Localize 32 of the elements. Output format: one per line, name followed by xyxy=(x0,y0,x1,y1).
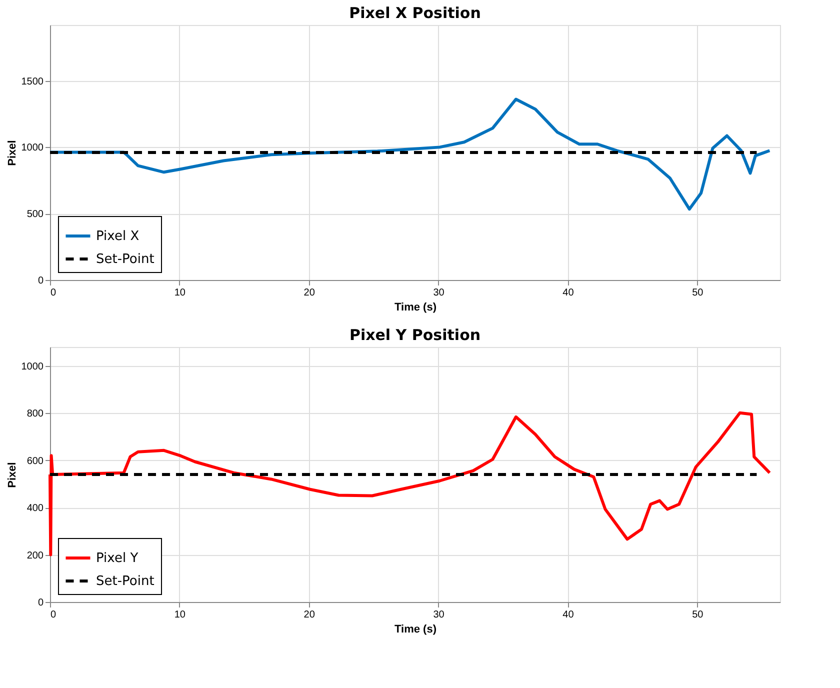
x-tick-label: 0 xyxy=(50,288,56,298)
legend-label: Set-Point xyxy=(96,574,154,589)
x-tick-label: 40 xyxy=(562,610,574,620)
y-tick-label: 1000 xyxy=(21,142,44,154)
y-tick-label: 1000 xyxy=(21,361,44,372)
y-axis-title: Pixel xyxy=(6,140,18,166)
y-axis-title: Pixel xyxy=(6,462,18,488)
y-tick-label: 0 xyxy=(38,598,44,608)
x-tick-label: 20 xyxy=(304,610,316,620)
y-tick-label: 200 xyxy=(26,550,44,562)
y-tick-label: 400 xyxy=(26,503,44,514)
y-tick-label: 600 xyxy=(26,456,44,467)
y-tick-label: 500 xyxy=(26,209,44,220)
x-tick-label: 50 xyxy=(692,610,704,620)
x-axis-title: Time (s) xyxy=(394,624,437,636)
legend-label: Set-Point xyxy=(96,252,154,267)
y-tick-label: 0 xyxy=(38,276,44,286)
chart-title: Pixel X Position xyxy=(349,4,481,22)
y-tick-label: 800 xyxy=(26,408,44,420)
x-tick-label: 20 xyxy=(304,288,316,298)
chart-title: Pixel Y Position xyxy=(349,326,481,344)
x-tick-label: 30 xyxy=(433,288,445,298)
x-axis-title: Time (s) xyxy=(394,302,437,314)
x-tick-label: 10 xyxy=(174,288,186,298)
x-tick-label: 40 xyxy=(562,288,574,298)
x-tick-label: 10 xyxy=(174,610,186,620)
x-tick-label: 0 xyxy=(50,610,56,620)
y-tick-label: 1500 xyxy=(21,76,44,88)
x-tick-label: 30 xyxy=(433,610,445,620)
legend-label: Pixel X xyxy=(96,229,140,244)
legend-label: Pixel Y xyxy=(96,551,138,566)
x-tick-label: 50 xyxy=(692,288,704,298)
